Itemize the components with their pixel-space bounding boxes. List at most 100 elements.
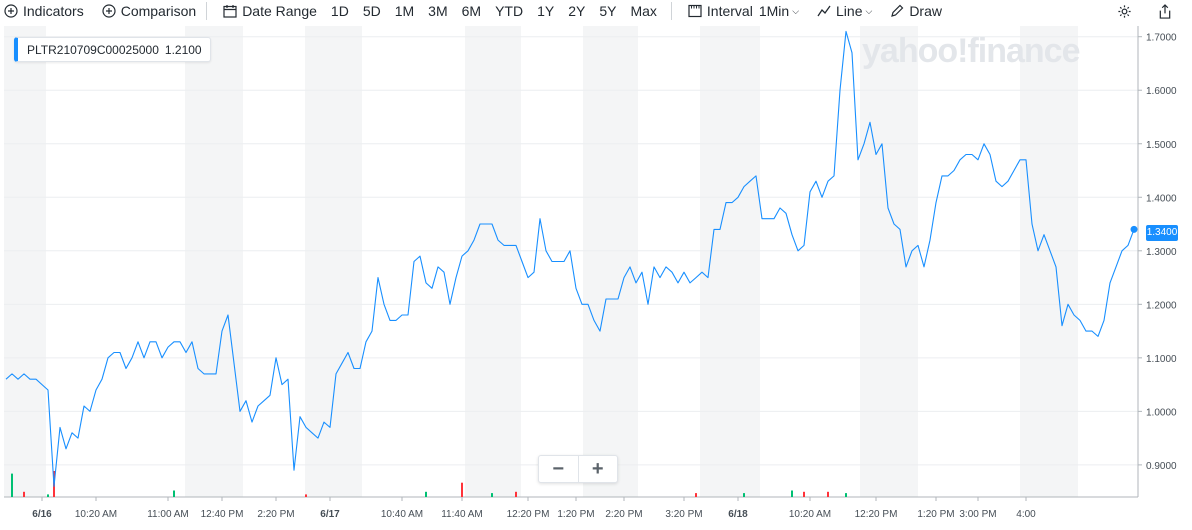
x-tick-label: 1:20 PM (557, 509, 594, 520)
x-tick-label: 1:20 PM (917, 509, 954, 520)
x-tick-label: 6/17 (320, 509, 340, 520)
calendar-icon (223, 5, 237, 18)
indicators-button[interactable]: Indicators (4, 0, 84, 22)
date-range-label: Date Range (242, 3, 317, 19)
volume-bar (491, 493, 493, 497)
y-tick-label: 1.7000 (1146, 33, 1177, 44)
y-tick-label: 0.9000 (1146, 461, 1177, 472)
x-tick-label: 11:40 AM (441, 509, 483, 520)
range-1m-button[interactable]: 1M (394, 3, 415, 19)
x-tick-label: 4:00 (1016, 509, 1036, 520)
x-tick-label: 2:20 PM (605, 509, 642, 520)
series-legend[interactable]: PLTR210709C00025000 1.2100 (14, 37, 211, 62)
volume-bar (425, 491, 427, 497)
y-tick-label: 1.6000 (1146, 86, 1177, 97)
range-2y-button[interactable]: 2Y (568, 3, 586, 19)
y-tick-label: 1.0000 (1146, 407, 1177, 418)
time-band (1020, 26, 1078, 497)
x-tick-label: 10:40 AM (381, 509, 423, 520)
zoom-controls: − + (538, 455, 618, 483)
yahoo-finance-watermark: yahoo!finance (862, 32, 1080, 70)
range-1d-button[interactable]: 1D (330, 3, 349, 19)
time-band (185, 26, 243, 497)
range-5d-button[interactable]: 5D (362, 3, 381, 19)
toolbar-divider (670, 2, 672, 20)
x-tick-label: 3:00 PM (959, 509, 996, 520)
draw-label: Draw (909, 3, 942, 19)
x-tick-label: 11:00 AM (147, 509, 189, 520)
time-band (700, 26, 760, 497)
volume-bar (695, 493, 697, 497)
x-tick-label: 12:40 PM (201, 509, 244, 520)
y-tick-label: 1.5000 (1146, 140, 1177, 151)
comparison-label: Comparison (120, 3, 197, 19)
y-tick-label: 1.3000 (1146, 247, 1177, 258)
y-tick-label: 1.4000 (1146, 193, 1177, 204)
x-tick-label: 12:20 PM (507, 509, 550, 520)
zoom-out-button[interactable]: − (539, 456, 579, 482)
chevron-down-icon: ⌵ (865, 5, 873, 16)
volume-bar (23, 491, 25, 497)
x-tick-label: 6/16 (32, 509, 52, 520)
y-tick-label: 1.2000 (1146, 300, 1177, 311)
x-tick-label: 3:20 PM (665, 509, 702, 520)
time-band (305, 26, 362, 497)
range-max-button[interactable]: Max (630, 3, 657, 19)
chart-type-dropdown[interactable]: Line ⌵ (817, 0, 872, 22)
range-5y-button[interactable]: 5Y (599, 3, 617, 19)
chart-type-label: Line (836, 3, 863, 19)
interval-dropdown[interactable]: Interval 1Min ⌵ (688, 0, 799, 22)
volume-bar (791, 490, 793, 497)
chevron-down-icon: ⌵ (792, 5, 800, 16)
date-range-button[interactable]: Date Range (223, 0, 317, 22)
volume-bar (461, 482, 463, 497)
share-button[interactable] (1158, 0, 1172, 22)
x-tick-label: 6/18 (728, 509, 748, 520)
last-price-tag: 1.3400 (1146, 225, 1178, 241)
chart-toolbar: Indicators Comparison Date Range 1D 5D 1… (0, 0, 1192, 22)
time-band (4, 26, 46, 497)
plus-circle-icon (102, 4, 116, 18)
range-3m-button[interactable]: 3M (428, 3, 448, 19)
volume-bar (173, 490, 175, 497)
volume-bar (305, 494, 307, 497)
x-tick-label: 10:20 AM (75, 509, 117, 520)
interval-icon (688, 4, 702, 18)
last-price-dot (1130, 225, 1138, 233)
time-band (465, 26, 521, 497)
share-icon (1159, 3, 1171, 19)
draw-button[interactable]: Draw (890, 0, 942, 22)
volume-bar (743, 493, 745, 497)
y-tick-label: 1.1000 (1146, 354, 1177, 365)
toolbar-divider (206, 2, 208, 20)
settings-button[interactable] (1117, 0, 1132, 22)
legend-symbol: PLTR210709C00025000 (27, 42, 159, 57)
pencil-icon (891, 4, 904, 17)
plus-circle-icon (4, 4, 18, 18)
comparison-button[interactable]: Comparison (102, 0, 196, 22)
volume-bar (47, 494, 49, 497)
x-tick-label: 12:20 PM (855, 509, 898, 520)
interval-label: Interval (706, 3, 753, 19)
range-ytd-button[interactable]: YTD (495, 3, 524, 19)
volume-bar (827, 491, 829, 497)
volume-bar (515, 491, 517, 497)
gear-icon (1118, 4, 1131, 18)
line-chart-icon (817, 5, 831, 17)
range-1y-button[interactable]: 1Y (537, 3, 555, 19)
x-tick-label: 10:20 AM (789, 509, 831, 520)
interval-value: 1Min (758, 3, 790, 19)
time-band (583, 26, 638, 497)
zoom-in-button[interactable]: + (591, 457, 604, 480)
time-band (860, 26, 918, 497)
x-tick-label: 2:20 PM (257, 509, 294, 520)
legend-value: 1.2100 (164, 42, 202, 57)
volume-bar (803, 491, 805, 497)
volume-bar (845, 493, 847, 497)
indicators-label: Indicators (23, 3, 84, 19)
range-6m-button[interactable]: 6M (461, 3, 482, 19)
volume-bar (11, 473, 13, 497)
price-series-line (5, 30, 1135, 487)
